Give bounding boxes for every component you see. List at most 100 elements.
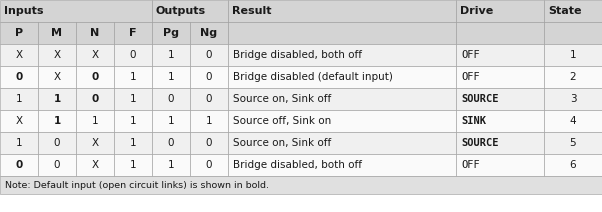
Text: Note: Default input (open circuit links) is shown in bold.: Note: Default input (open circuit links)…	[5, 180, 269, 190]
Bar	[76, 44, 114, 66]
Bar	[76, 66, 114, 88]
Text: Bridge disabled (default input): Bridge disabled (default input)	[233, 72, 393, 82]
Text: 1: 1	[129, 138, 136, 148]
Bar	[228, 132, 456, 154]
Bar	[0, 132, 38, 154]
Text: Source on, Sink off: Source on, Sink off	[233, 94, 331, 104]
Text: 0: 0	[206, 72, 213, 82]
Bar	[190, 110, 228, 132]
Text: X: X	[54, 72, 61, 82]
Text: 0: 0	[92, 94, 99, 104]
Text: Bridge disabled, both off: Bridge disabled, both off	[233, 50, 362, 60]
Text: 1: 1	[129, 72, 136, 82]
Bar	[456, 110, 544, 132]
Text: 0: 0	[206, 138, 213, 148]
Text: Outputs: Outputs	[156, 6, 206, 16]
Bar	[456, 154, 544, 176]
Bar	[114, 22, 152, 44]
Bar	[152, 66, 190, 88]
Bar	[544, 66, 602, 88]
Bar	[456, 44, 544, 66]
Bar	[152, 132, 190, 154]
Bar	[456, 0, 544, 22]
Bar	[38, 22, 76, 44]
Bar	[76, 22, 114, 44]
Bar	[190, 22, 228, 44]
Text: Result: Result	[232, 6, 272, 16]
Text: M: M	[52, 28, 63, 38]
Bar	[190, 132, 228, 154]
Bar	[0, 22, 38, 44]
Text: 0: 0	[206, 160, 213, 170]
Bar	[544, 132, 602, 154]
Text: 1: 1	[54, 116, 61, 126]
Text: Pg: Pg	[163, 28, 179, 38]
Text: 4: 4	[569, 116, 576, 126]
Bar	[38, 154, 76, 176]
Text: 0: 0	[54, 138, 60, 148]
Bar	[190, 66, 228, 88]
Bar	[38, 44, 76, 66]
Text: F: F	[129, 28, 137, 38]
Text: 0: 0	[16, 72, 23, 82]
Text: 0: 0	[16, 160, 23, 170]
Text: SOURCE: SOURCE	[461, 138, 498, 148]
Bar	[544, 44, 602, 66]
Text: 3: 3	[569, 94, 576, 104]
Bar	[38, 88, 76, 110]
Text: 1: 1	[569, 50, 576, 60]
Bar	[228, 0, 456, 22]
Bar	[76, 88, 114, 110]
Bar	[38, 132, 76, 154]
Bar	[76, 154, 114, 176]
Bar	[152, 44, 190, 66]
Bar	[544, 22, 602, 44]
Bar	[456, 88, 544, 110]
Text: 1: 1	[92, 116, 98, 126]
Bar	[544, 154, 602, 176]
Bar	[190, 154, 228, 176]
Bar	[0, 88, 38, 110]
Bar	[456, 66, 544, 88]
Text: Inputs: Inputs	[4, 6, 43, 16]
Bar	[114, 44, 152, 66]
Text: P: P	[15, 28, 23, 38]
Text: OFF: OFF	[461, 72, 480, 82]
Bar	[544, 88, 602, 110]
Bar	[114, 110, 152, 132]
Text: X: X	[92, 138, 99, 148]
Text: 1: 1	[129, 116, 136, 126]
Text: 0: 0	[130, 50, 136, 60]
Bar	[190, 44, 228, 66]
Bar	[228, 44, 456, 66]
Text: 0: 0	[206, 50, 213, 60]
Text: 0: 0	[206, 94, 213, 104]
Bar	[152, 154, 190, 176]
Bar	[228, 110, 456, 132]
Text: 1: 1	[206, 116, 213, 126]
Text: 1: 1	[129, 94, 136, 104]
Text: 2: 2	[569, 72, 576, 82]
Text: Bridge disabled, both off: Bridge disabled, both off	[233, 160, 362, 170]
Text: 0: 0	[168, 138, 174, 148]
Text: SOURCE: SOURCE	[461, 94, 498, 104]
Bar	[228, 154, 456, 176]
Text: 0: 0	[92, 72, 99, 82]
Text: State: State	[548, 6, 582, 16]
Text: 0: 0	[54, 160, 60, 170]
Text: OFF: OFF	[461, 50, 480, 60]
Bar	[228, 66, 456, 88]
Text: 1: 1	[168, 116, 175, 126]
Bar	[38, 66, 76, 88]
Bar	[38, 110, 76, 132]
Text: 5: 5	[569, 138, 576, 148]
Text: 1: 1	[168, 72, 175, 82]
Bar	[228, 88, 456, 110]
Bar	[0, 0, 152, 22]
Text: 1: 1	[168, 160, 175, 170]
Text: X: X	[54, 50, 61, 60]
Text: 0: 0	[168, 94, 174, 104]
Text: X: X	[16, 50, 22, 60]
Text: SINK: SINK	[461, 116, 486, 126]
Text: X: X	[92, 50, 99, 60]
